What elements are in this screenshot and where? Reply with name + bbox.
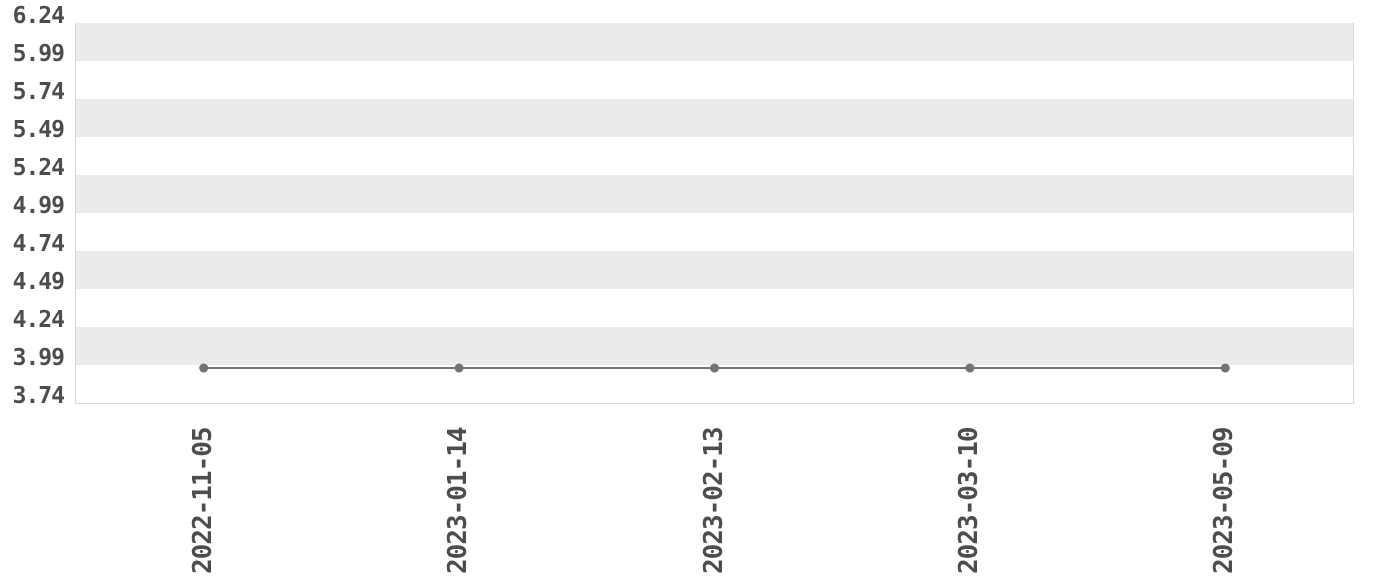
data-point-marker: [454, 363, 464, 373]
y-axis-tick-label: 4.24: [12, 307, 65, 333]
data-point-marker: [1220, 363, 1230, 373]
data-point-marker: [199, 363, 209, 373]
y-axis-tick-label: 5.74: [12, 79, 65, 105]
y-axis-tick-label: 3.74: [12, 383, 65, 409]
x-axis-tick-label: 2023-01-14: [443, 427, 474, 574]
y-axis-tick-label: 6.24: [12, 3, 65, 29]
y-axis-tick-label: 5.49: [12, 117, 65, 143]
data-point-marker: [710, 363, 719, 373]
x-axis-tick-label: 2023-02-13: [698, 427, 729, 574]
series-canvas: [199, 363, 1230, 373]
x-axis-tick-label: 2022-11-05: [187, 427, 218, 574]
plot-area: [75, 23, 1354, 404]
y-axis-tick-label: 5.24: [12, 155, 65, 181]
y-axis-tick-label: 3.99: [12, 345, 65, 371]
x-axis-tick-label: 2023-03-10: [953, 427, 984, 574]
data-point-marker: [965, 363, 975, 373]
y-axis-tick-label: 4.99: [12, 193, 65, 219]
y-axis-tick-label: 4.74: [12, 231, 65, 257]
x-axis-tick-label: 2023-05-09: [1209, 427, 1240, 574]
y-axis-tick-label: 4.49: [12, 269, 65, 295]
y-axis-tick-label: 5.99: [12, 41, 65, 67]
